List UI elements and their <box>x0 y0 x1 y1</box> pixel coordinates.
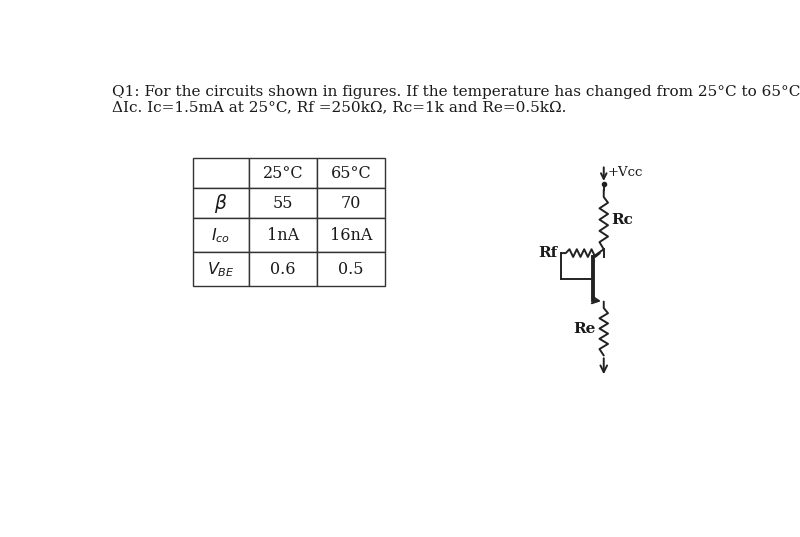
Text: 0.5: 0.5 <box>338 261 364 278</box>
Text: 1nA: 1nA <box>267 227 299 244</box>
Text: Rc: Rc <box>611 213 634 227</box>
Text: 0.6: 0.6 <box>270 261 296 278</box>
Bar <box>193 219 249 252</box>
Bar <box>317 158 386 187</box>
Bar <box>249 252 317 286</box>
Text: 55: 55 <box>273 194 293 212</box>
Bar <box>193 252 249 286</box>
Text: $\beta$: $\beta$ <box>214 192 228 215</box>
Bar <box>193 187 249 219</box>
Bar <box>249 158 317 187</box>
Text: 70: 70 <box>341 194 362 212</box>
Text: 16nA: 16nA <box>330 227 372 244</box>
Text: ΔIc. Ic=1.5mA at 25°C, Rf =250kΩ, Rc=1k and Re=0.5kΩ.: ΔIc. Ic=1.5mA at 25°C, Rf =250kΩ, Rc=1k … <box>112 100 566 114</box>
Text: 25°C: 25°C <box>262 164 303 182</box>
Bar <box>317 187 386 219</box>
Text: +Vcc: +Vcc <box>608 166 643 179</box>
Text: $V_{BE}$: $V_{BE}$ <box>207 260 234 279</box>
Bar <box>317 219 386 252</box>
Bar <box>317 252 386 286</box>
Text: 65°C: 65°C <box>330 164 371 182</box>
Text: Re: Re <box>574 322 596 336</box>
Bar <box>249 219 317 252</box>
Bar <box>249 187 317 219</box>
Text: Q1: For the circuits shown in figures. If the temperature has changed from 25°C : Q1: For the circuits shown in figures. I… <box>112 85 800 99</box>
Text: $I_{co}$: $I_{co}$ <box>211 226 230 245</box>
Bar <box>193 158 249 187</box>
Text: Rf: Rf <box>538 246 558 260</box>
